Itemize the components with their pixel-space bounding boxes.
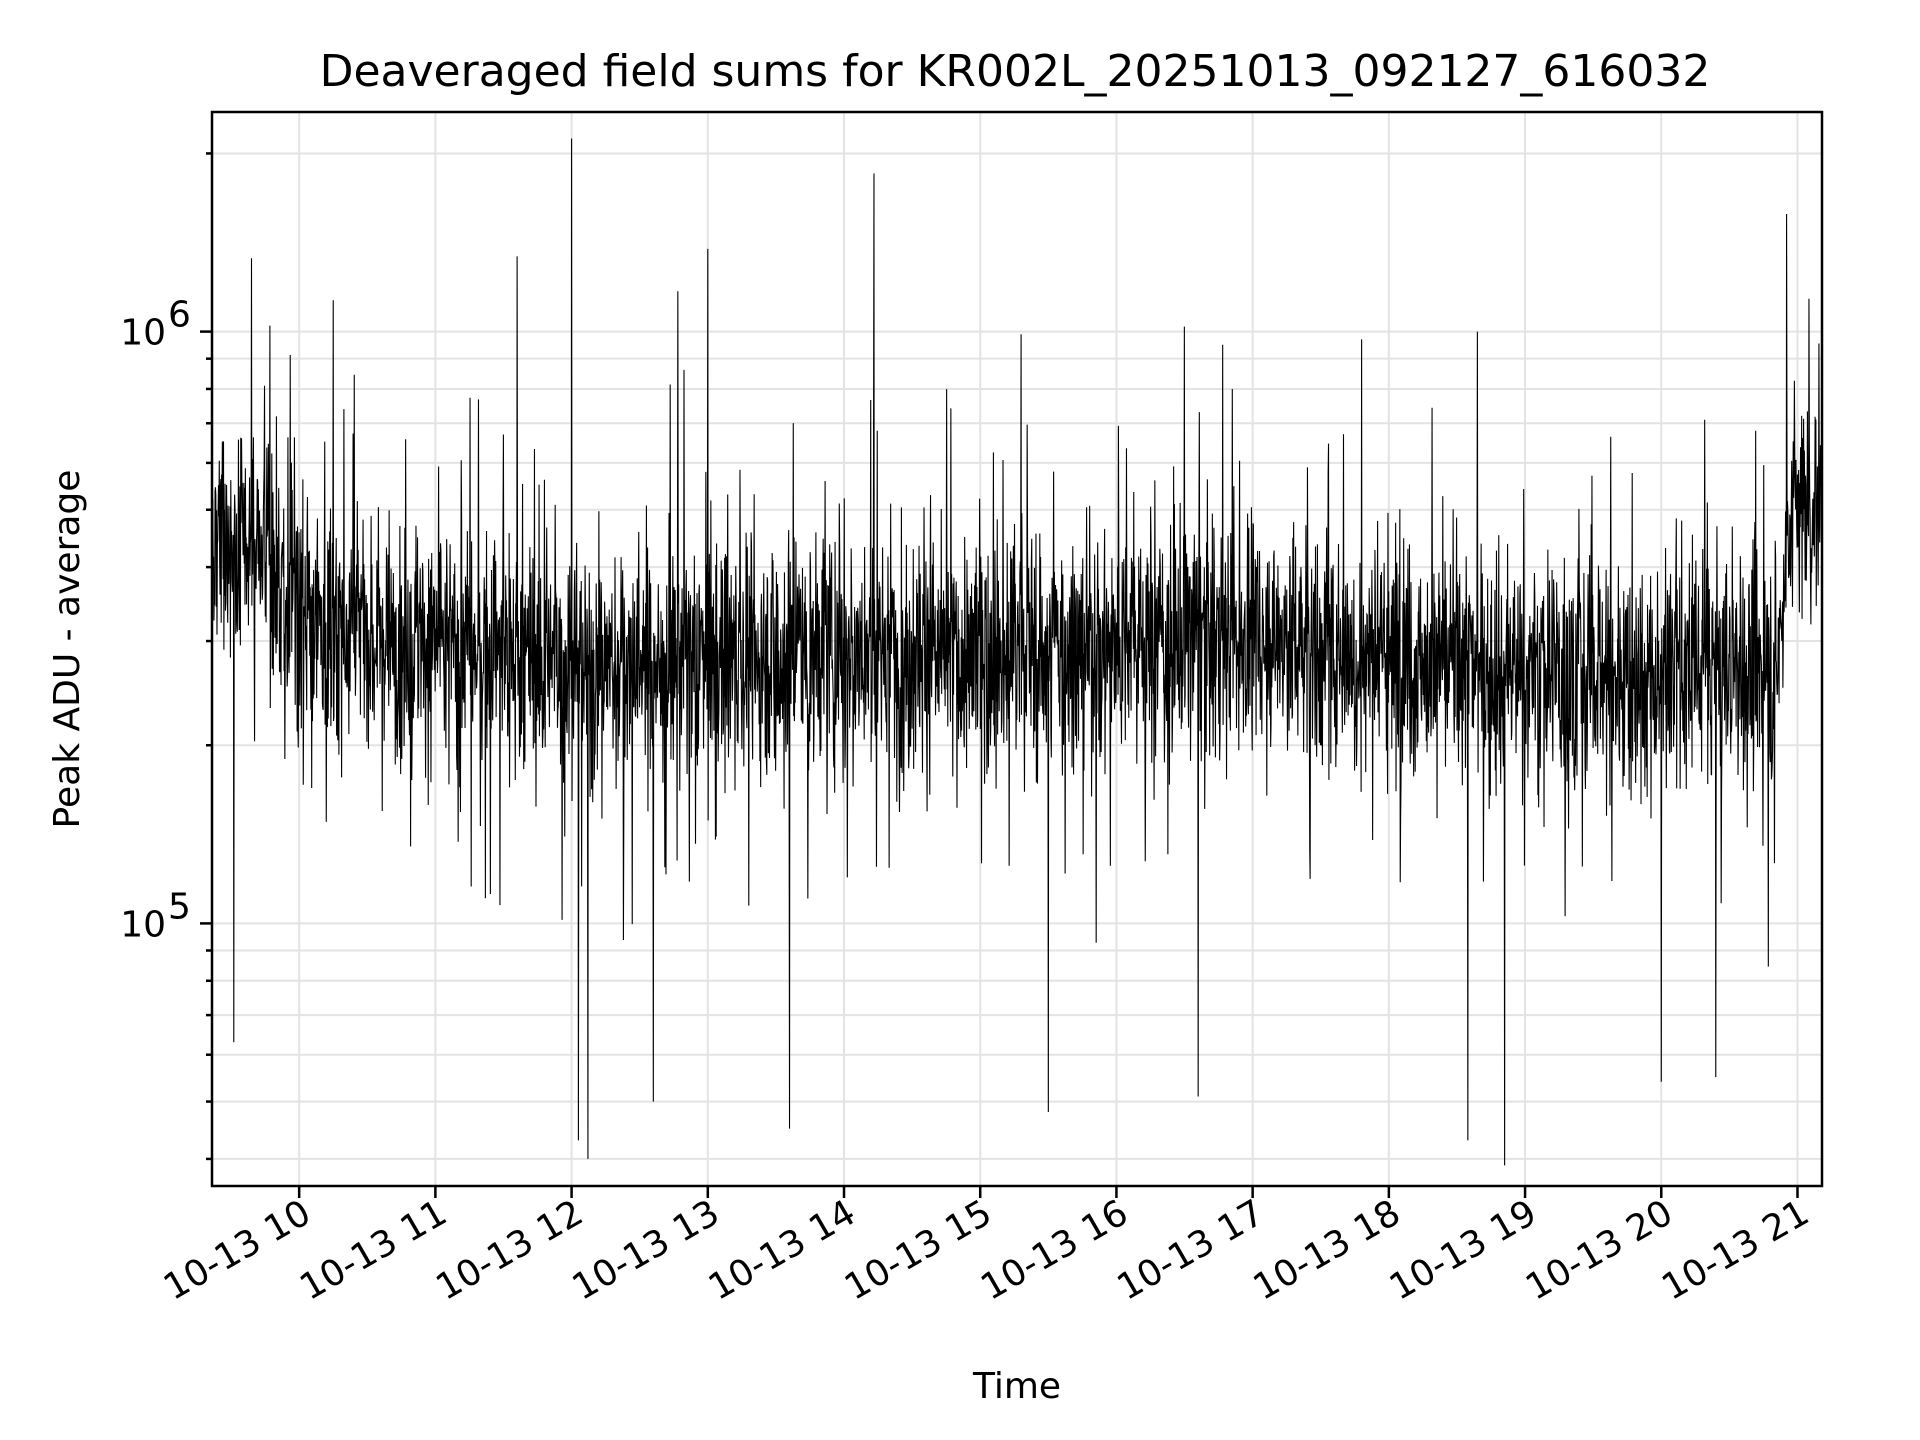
- y-tick-label: 10: [120, 313, 166, 354]
- x-tick-label: 10-13 21: [1655, 1192, 1816, 1308]
- x-tick-label: 10-13 18: [1247, 1192, 1408, 1308]
- x-tick-label: 10-13 15: [838, 1192, 999, 1308]
- grid-layer: [212, 112, 1822, 1186]
- chart-title: Deaveraged field sums for KR002L_2025101…: [320, 46, 1711, 97]
- x-axis-label: Time: [972, 1366, 1061, 1407]
- series-line: [211, 138, 1823, 1166]
- y-tick-exponent: 6: [168, 295, 191, 336]
- y-tick-label: 10: [120, 904, 166, 945]
- x-tick-label: 10-13 11: [293, 1192, 454, 1308]
- series-layer: [211, 138, 1823, 1166]
- x-tick-label: 10-13 16: [974, 1192, 1135, 1308]
- x-tick-label: 10-13 17: [1110, 1192, 1271, 1308]
- x-tick-label: 10-13 14: [702, 1192, 863, 1308]
- x-tick-label: 10-13 19: [1383, 1192, 1544, 1308]
- x-tick-label: 10-13 13: [566, 1192, 727, 1308]
- x-tick-label: 10-13 20: [1519, 1192, 1680, 1308]
- x-tick-label: 10-13 10: [157, 1192, 318, 1308]
- y-tick-exponent: 5: [168, 886, 191, 927]
- x-tick-label: 10-13 12: [429, 1192, 590, 1308]
- y-axis-label: Peak ADU - average: [47, 470, 88, 829]
- plot-frame: [210, 110, 1824, 1188]
